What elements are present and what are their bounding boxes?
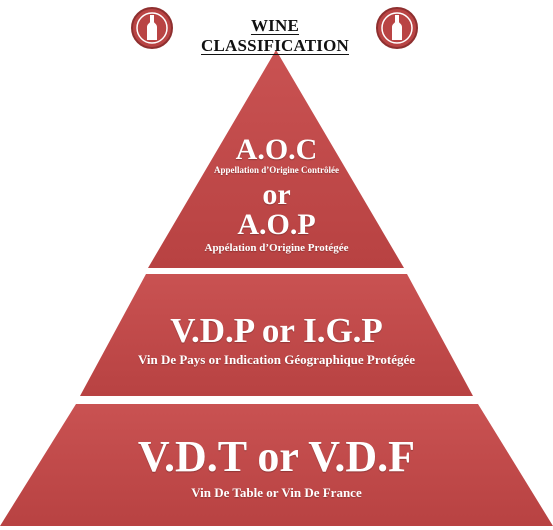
tier-name-aop: Appélation d’Origine Protégée [204, 241, 349, 254]
tier-vdp-igp: V.D.P or I.G.P Vin De Pays or Indication… [80, 313, 473, 368]
header: WINE CLASSIFICATION [0, 6, 553, 55]
tier-code-aop: A.O.P [237, 207, 316, 241]
tier-top-shape [148, 50, 404, 268]
tier-name-aoc: Appellation d’Origine Contrôlée [214, 165, 339, 175]
tier-name-vdt: Vin De Table or Vin De France [191, 485, 362, 500]
tier-connector: or [262, 177, 291, 211]
tier-code-vdp: V.D.P or I.G.P [170, 311, 383, 350]
tier-name-vdp: Vin De Pays or Indication Géographique P… [137, 352, 416, 367]
tier-vdt-vdf: V.D.T or V.D.F Vin De Table or Vin De Fr… [40, 435, 513, 501]
wine-bottle-icon [131, 7, 173, 49]
tier-bottom-shape [0, 404, 553, 526]
tier-code-aoc: A.O.C [235, 133, 318, 166]
page-title: WINE CLASSIFICATION [201, 16, 349, 55]
wine-bottle-icon [376, 7, 418, 49]
tier-aoc-aop: A.O.C Appellation d’Origine Contrôlée or… [160, 135, 393, 255]
tier-code-vdt: V.D.T or V.D.F [137, 432, 416, 481]
tier-middle-shape [80, 274, 473, 396]
